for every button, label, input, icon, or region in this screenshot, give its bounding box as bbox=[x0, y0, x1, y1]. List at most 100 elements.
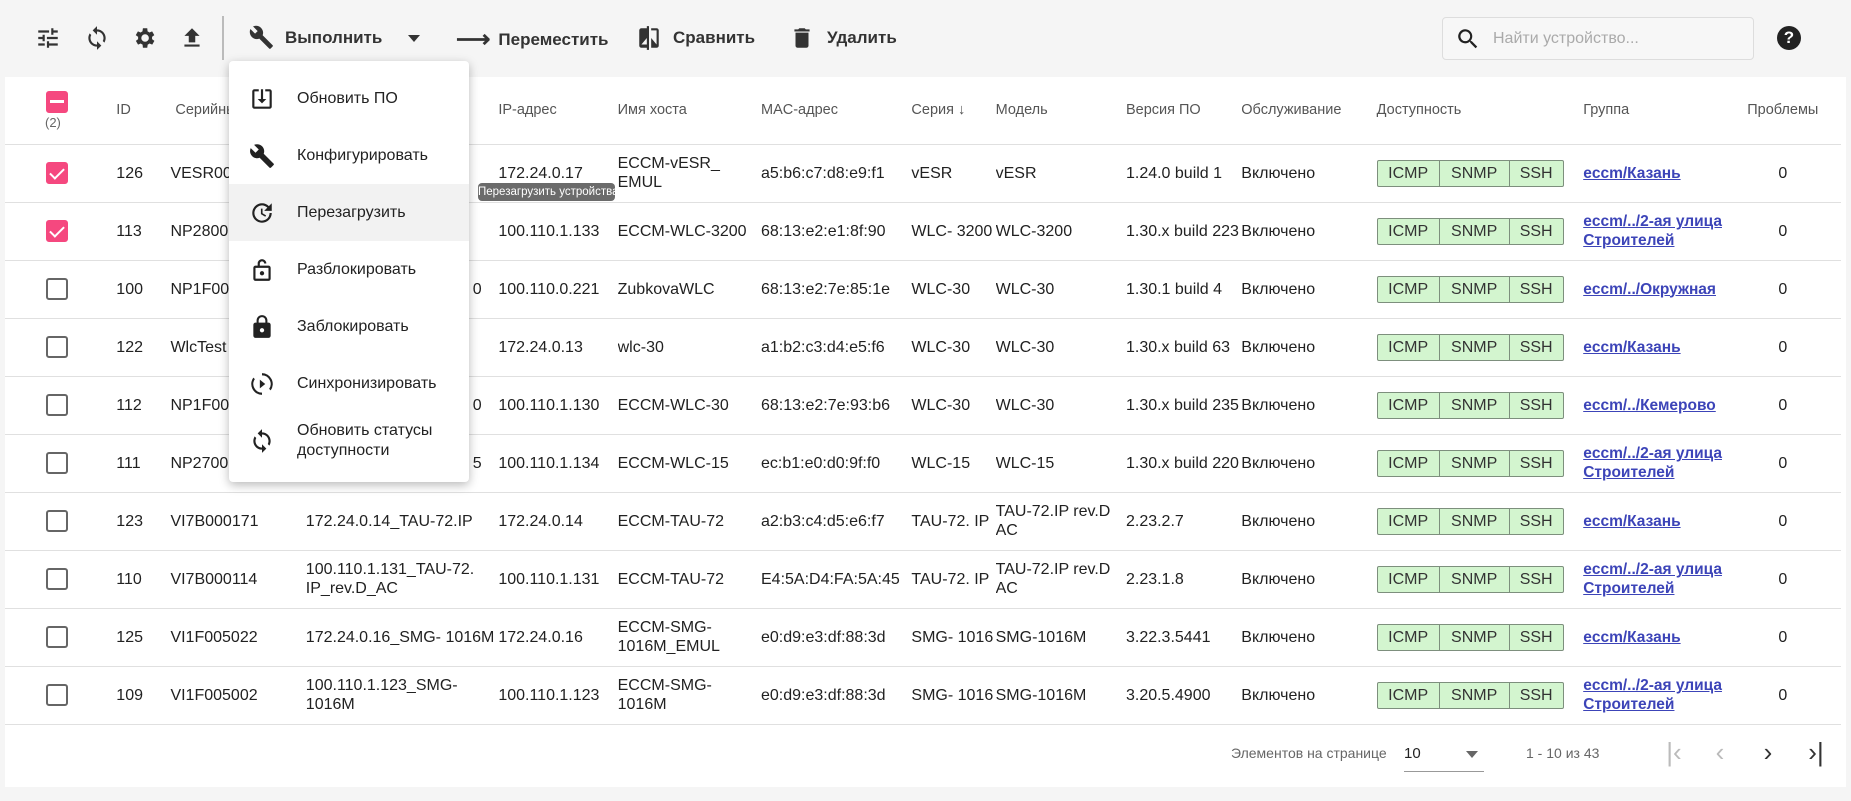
group-link[interactable]: eccm/../2-ая улица Строителей bbox=[1583, 213, 1722, 249]
availability-badge: ICMP SNMP SSH bbox=[1376, 565, 1564, 593]
select-all-checkbox[interactable] bbox=[46, 90, 68, 113]
cell-series: WLC-30 bbox=[911, 260, 996, 319]
table-row[interactable]: 100 NP1F00 0 100.110.0.221 ZubkovaWLC 68:13:e… bbox=[5, 260, 1841, 319]
header-ip[interactable]: IP-адрес bbox=[498, 77, 618, 145]
group-link[interactable]: eccm/../2-ая улица Строителей bbox=[1583, 677, 1722, 713]
header-series[interactable]: Серия ↓ bbox=[911, 77, 996, 145]
group-link[interactable]: eccm/../2-ая улица Строителей bbox=[1583, 561, 1722, 597]
header-problems[interactable]: Проблемы bbox=[1724, 77, 1841, 145]
compare-button[interactable]: Сравнить bbox=[636, 25, 755, 51]
group-link[interactable]: eccm/../2-ая улица Строителей bbox=[1583, 445, 1722, 481]
group-link[interactable]: eccm/../Окружная bbox=[1583, 280, 1716, 298]
header-host[interactable]: Имя хоста bbox=[617, 77, 761, 145]
arrow-right-icon: ⟶ bbox=[456, 26, 491, 53]
header-id[interactable]: ID bbox=[116, 77, 171, 145]
row-checkbox[interactable] bbox=[46, 626, 68, 648]
table-row[interactable]: 110 VI7B000114 100.110.1.131_TAU-72. IP_re… bbox=[5, 550, 1841, 609]
availability-icmp: ICMP bbox=[1378, 160, 1440, 186]
header-group[interactable]: Группа bbox=[1583, 77, 1725, 145]
row-checkbox[interactable] bbox=[46, 452, 68, 474]
header-maintenance[interactable]: Обслуживание bbox=[1241, 77, 1377, 145]
availability-icmp: ICMP bbox=[1378, 218, 1440, 244]
group-link[interactable]: eccm/Казань bbox=[1583, 512, 1681, 530]
availability-badge: ICMP SNMP SSH bbox=[1376, 449, 1564, 477]
group-link[interactable]: eccm/Казань bbox=[1583, 628, 1681, 646]
availability-snmp: SNMP bbox=[1440, 218, 1510, 244]
upload-button[interactable] bbox=[179, 25, 205, 51]
unlock-icon bbox=[253, 258, 271, 281]
tools-icon bbox=[249, 25, 273, 49]
delete-button[interactable]: Удалить bbox=[789, 25, 897, 51]
filter-settings-button[interactable] bbox=[35, 25, 61, 51]
cell-ip: 100.110.1.123 bbox=[498, 666, 618, 725]
availability-badge: ICMP SNMP SSH bbox=[1376, 391, 1564, 419]
group-link[interactable]: eccm/Казань bbox=[1583, 164, 1681, 182]
availability-icmp: ICMP bbox=[1378, 566, 1440, 592]
help-icon[interactable]: ? bbox=[1777, 26, 1801, 50]
menu-item-label: Синхронизировать bbox=[297, 374, 437, 392]
cell-name: 100.110.1.123_SMG- 1016M bbox=[305, 666, 499, 725]
move-button[interactable]: ⟶ Переместить bbox=[456, 25, 609, 54]
group-link[interactable]: eccm/Казань bbox=[1583, 338, 1681, 356]
availability-snmp: SNMP bbox=[1440, 334, 1510, 360]
first-page-button[interactable]: |‹ bbox=[1666, 737, 1682, 767]
row-checkbox[interactable] bbox=[46, 568, 68, 590]
execute-dropdown-button[interactable]: Выполнить bbox=[249, 25, 421, 51]
next-page-button[interactable]: › bbox=[1763, 737, 1773, 767]
device-search[interactable] bbox=[1442, 17, 1754, 60]
refresh-icon bbox=[253, 428, 271, 453]
menu-item-label: Перезагрузить bbox=[297, 203, 406, 221]
availability-icmp: ICMP bbox=[1378, 276, 1440, 302]
header-mac[interactable]: MAC-адрес bbox=[761, 77, 912, 145]
table-row[interactable]: 109 VI1F005002 100.110.1.123_SMG- 1016M 100… bbox=[5, 666, 1841, 725]
row-checkbox[interactable] bbox=[46, 394, 68, 416]
page-size-select[interactable]: 10 bbox=[1404, 736, 1484, 772]
row-checkbox[interactable] bbox=[46, 278, 68, 300]
cell-mac: a2:b3:c4:d5:e6:f7 bbox=[761, 492, 912, 551]
menu-item[interactable]: Разблокировать bbox=[229, 241, 469, 298]
search-icon bbox=[1458, 28, 1478, 48]
menu-item[interactable]: Синхронизировать bbox=[229, 355, 469, 412]
menu-item[interactable]: Заблокировать bbox=[229, 298, 469, 355]
cell-ip: 172.24.0.16 bbox=[498, 608, 618, 667]
last-page-button[interactable]: ›| bbox=[1808, 737, 1824, 767]
lock-icon bbox=[253, 314, 271, 338]
menu-item-label: Разблокировать bbox=[297, 260, 417, 278]
availability-badge: ICMP SNMP SSH bbox=[1376, 681, 1564, 709]
cell-model: WLC-30 bbox=[995, 260, 1126, 319]
cell-host: ECCM-SMG- 1016M bbox=[617, 666, 761, 725]
cell-mac: a5:b6:c7:d8:e9:f1 bbox=[761, 144, 912, 203]
caret-down-icon bbox=[1466, 751, 1478, 758]
cell-series: TAU-72. IP bbox=[911, 550, 996, 609]
row-checkbox[interactable] bbox=[46, 510, 68, 532]
menu-item-label: Обновить ПО bbox=[297, 89, 398, 107]
table-row[interactable]: 123 VI7B000171 172.24.0.14_TAU-72.IP 172.24… bbox=[5, 492, 1841, 551]
sort-down-icon: ↓ bbox=[958, 102, 966, 119]
group-link[interactable]: eccm/../Кемерово bbox=[1583, 396, 1716, 414]
cell-host: ECCM-TAU-72 bbox=[617, 550, 761, 609]
cell-version: 3.20.5.4900 bbox=[1125, 666, 1242, 725]
cell-host: ECCM-SMG- 1016M_EMUL bbox=[617, 608, 761, 667]
availability-badge: ICMP SNMP SSH bbox=[1376, 623, 1564, 651]
menu-item[interactable]: Обновить ПО bbox=[229, 70, 469, 127]
row-checkbox[interactable] bbox=[46, 684, 68, 706]
header-version[interactable]: Версия ПО bbox=[1125, 77, 1242, 145]
availability-snmp: SNMP bbox=[1440, 160, 1510, 186]
row-checkbox[interactable] bbox=[46, 220, 68, 242]
refresh-button[interactable] bbox=[84, 25, 110, 51]
menu-item[interactable]: Конфигурировать bbox=[229, 127, 469, 184]
row-checkbox[interactable] bbox=[46, 336, 68, 358]
cell-problems: 0 bbox=[1724, 492, 1841, 551]
cell-host: ZubkovaWLC bbox=[617, 260, 761, 319]
header-model[interactable]: Модель bbox=[995, 77, 1126, 145]
availability-snmp: SNMP bbox=[1440, 276, 1510, 302]
menu-item[interactable]: Перезагрузить bbox=[229, 184, 469, 241]
header-availability[interactable]: Доступность bbox=[1376, 77, 1584, 145]
row-checkbox[interactable] bbox=[46, 162, 68, 184]
settings-button[interactable] bbox=[131, 25, 157, 51]
search-input[interactable] bbox=[1493, 29, 1733, 48]
table-row[interactable]: 125 VI1F005022 172.24.0.16_SMG- 1016M 172.2… bbox=[5, 608, 1841, 667]
prev-page-button[interactable]: ‹ bbox=[1715, 737, 1725, 767]
availability-ssh: SSH bbox=[1519, 570, 1553, 588]
menu-item[interactable]: Обновить статусы доступности bbox=[229, 412, 469, 469]
